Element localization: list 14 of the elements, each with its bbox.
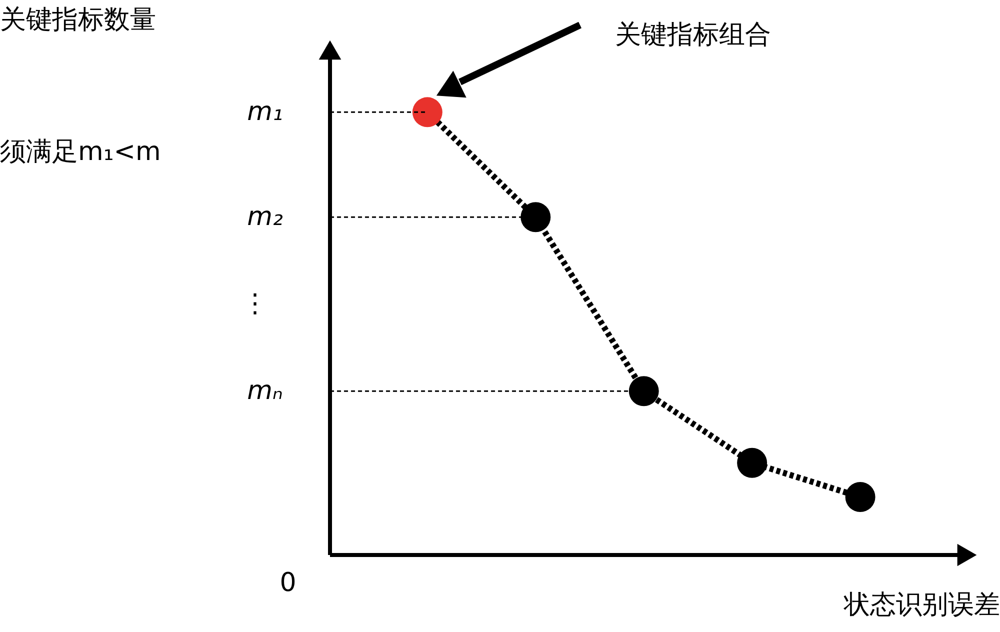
text: 关键指标组合: [615, 20, 771, 50]
text: 须满足m₁<m: [0, 137, 161, 167]
point: [737, 448, 768, 478]
ref-line-label: m₁: [247, 97, 283, 128]
text: 关键指标数量: [0, 5, 156, 35]
text: 0: [280, 568, 296, 598]
text: ⋮: [242, 289, 268, 320]
ref-line-label: mₙ: [247, 376, 283, 406]
point: [520, 202, 551, 232]
point: [628, 376, 659, 406]
x-axis-title: 状态识别误差: [843, 590, 1000, 620]
ref-line-label: m₂: [247, 202, 283, 232]
point: [412, 97, 442, 128]
point: [845, 482, 876, 512]
